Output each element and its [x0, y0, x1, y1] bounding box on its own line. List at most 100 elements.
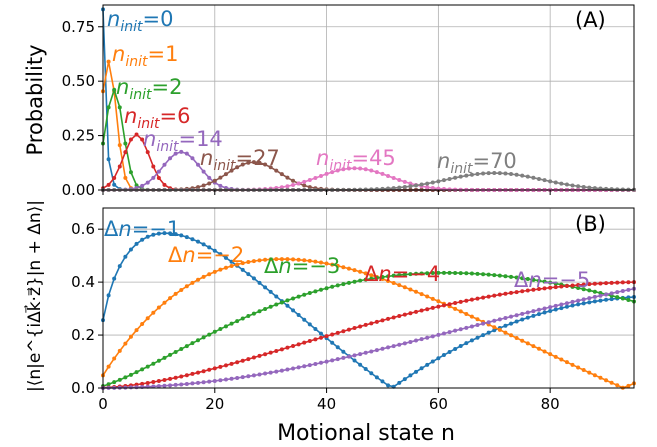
data-point — [419, 182, 424, 187]
data-point — [542, 306, 547, 311]
data-point — [408, 184, 413, 189]
data-point — [168, 383, 173, 388]
data-point — [145, 180, 150, 185]
data-point — [218, 252, 223, 257]
data-point — [123, 175, 128, 180]
x-tick-label: 60 — [429, 395, 448, 413]
data-point — [525, 277, 530, 282]
data-point — [397, 185, 402, 190]
data-point — [207, 181, 212, 186]
data-point — [436, 304, 441, 309]
data-point — [184, 151, 189, 156]
data-point — [302, 292, 307, 297]
data-point — [313, 289, 318, 294]
series-label-ninit-1: ninit=1 — [112, 42, 178, 70]
data-point — [263, 352, 268, 357]
data-point — [140, 322, 145, 327]
data-point — [240, 267, 245, 272]
data-point — [151, 380, 156, 385]
data-point — [542, 310, 547, 315]
data-point — [128, 170, 133, 175]
data-point — [536, 307, 541, 312]
data-point — [223, 255, 228, 260]
data-point — [520, 338, 525, 343]
x-tick-label: 40 — [317, 395, 336, 413]
data-point — [441, 270, 446, 275]
data-point — [503, 274, 508, 279]
data-point — [458, 271, 463, 276]
data-point — [341, 355, 346, 360]
data-point — [425, 335, 430, 340]
data-point — [352, 353, 357, 358]
data-point — [112, 380, 117, 385]
data-point — [531, 313, 536, 318]
data-point — [369, 273, 374, 278]
data-point — [251, 373, 256, 378]
data-point — [453, 346, 458, 351]
data-point — [330, 358, 335, 363]
data-point — [374, 348, 379, 353]
data-point — [570, 283, 575, 288]
series-label-ninit-6: ninit=6 — [124, 104, 190, 132]
data-point — [257, 353, 262, 358]
data-point — [274, 168, 279, 173]
data-point — [313, 259, 318, 264]
data-point — [587, 296, 592, 301]
data-point — [229, 376, 234, 381]
data-point — [492, 328, 497, 333]
data-point — [598, 298, 603, 303]
data-point — [352, 268, 357, 273]
data-point — [425, 271, 430, 276]
data-point — [509, 172, 514, 177]
data-point — [196, 162, 201, 167]
data-point — [263, 285, 268, 290]
data-point — [386, 383, 391, 388]
data-point — [458, 309, 463, 314]
data-point — [620, 280, 625, 285]
data-point — [408, 373, 413, 378]
data-point — [318, 173, 323, 178]
data-point — [279, 185, 284, 190]
data-point — [156, 175, 161, 180]
data-point — [324, 171, 329, 176]
data-point — [436, 356, 441, 361]
data-point — [542, 349, 547, 354]
data-point — [447, 176, 452, 181]
data-point — [604, 297, 609, 302]
data-point — [346, 354, 351, 359]
data-point — [576, 283, 581, 288]
data-point — [430, 305, 435, 310]
data-point — [503, 330, 508, 335]
data-point — [374, 375, 379, 380]
data-point — [179, 149, 184, 154]
y-tick-label: 0.50 — [62, 72, 95, 90]
data-point — [223, 377, 228, 382]
data-point — [576, 184, 581, 189]
data-point — [464, 341, 469, 346]
data-point — [201, 369, 206, 374]
data-point — [318, 335, 323, 340]
data-point — [458, 327, 463, 332]
data-point — [240, 375, 245, 380]
panel-a-frame — [102, 4, 635, 191]
data-point — [581, 301, 586, 306]
data-point — [363, 271, 368, 276]
series-label-dn-minus-1: Δn=−1 — [104, 217, 180, 241]
data-point — [223, 324, 228, 329]
data-point — [201, 274, 206, 279]
data-point — [464, 325, 469, 330]
data-point — [106, 157, 111, 162]
data-point — [391, 186, 396, 191]
data-point — [257, 258, 262, 263]
data-point — [525, 310, 530, 315]
data-point — [492, 273, 497, 278]
data-point — [235, 360, 240, 365]
data-point — [559, 306, 564, 311]
data-point — [179, 374, 184, 379]
data-point — [369, 371, 374, 376]
data-point — [184, 235, 189, 240]
data-point — [291, 257, 296, 262]
data-point — [162, 300, 167, 305]
y-tick-label: 0.6 — [71, 220, 95, 238]
data-point — [291, 182, 296, 187]
